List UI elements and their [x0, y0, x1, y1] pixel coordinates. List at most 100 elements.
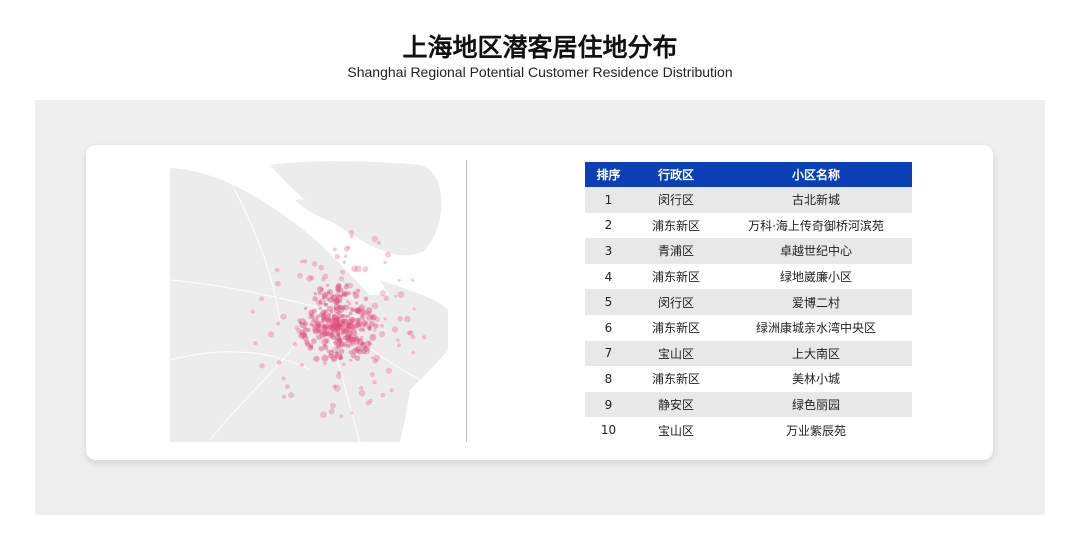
customer-dot	[304, 339, 310, 345]
customer-dot	[330, 321, 336, 328]
customer-dot	[346, 324, 352, 330]
customer-dot	[331, 325, 339, 333]
customer-dot	[331, 316, 336, 320]
customer-dot	[352, 328, 357, 334]
customer-dot	[330, 294, 338, 302]
customer-dot	[333, 307, 341, 314]
customer-dot	[350, 353, 357, 359]
customer-dot	[334, 351, 340, 356]
table-row: 7 宝山区 上大南区	[585, 340, 912, 367]
table-row: 10 宝山区 万业紫辰苑	[585, 417, 912, 443]
customer-dot	[334, 297, 340, 303]
customer-dot	[341, 328, 345, 333]
customer-dot	[338, 325, 343, 329]
customer-dot	[321, 324, 327, 329]
customer-dot	[303, 332, 307, 336]
customer-dot	[354, 265, 362, 273]
customer-dot	[320, 324, 328, 332]
customer-dot	[349, 330, 354, 335]
customer-dot	[334, 306, 338, 310]
cell-community: 万科·海上传奇御桥河滨苑	[748, 218, 884, 233]
customer-dot	[327, 324, 332, 330]
customer-dot	[309, 312, 315, 318]
customer-dot	[306, 275, 313, 282]
customer-dot	[344, 318, 348, 323]
customer-dot	[322, 324, 329, 332]
customer-dot	[339, 414, 344, 419]
customer-dot	[309, 275, 315, 281]
customer-dot	[336, 310, 341, 316]
customer-dot	[281, 394, 287, 399]
customer-dot	[342, 304, 350, 311]
customer-dot	[323, 344, 329, 351]
customer-dot	[367, 341, 372, 346]
customer-dot	[342, 341, 348, 348]
customer-dot	[339, 341, 345, 348]
customer-dot	[355, 317, 360, 322]
cell-community: 绿色丽园	[720, 391, 912, 418]
customer-dot	[313, 292, 317, 296]
customer-dot	[326, 349, 331, 354]
customer-dot	[353, 346, 359, 352]
customer-dot	[335, 287, 341, 293]
customer-dot	[338, 276, 345, 282]
customer-dot	[347, 327, 353, 333]
customer-dot	[340, 318, 346, 324]
customer-dot	[379, 323, 385, 328]
customer-dot	[410, 278, 415, 282]
customer-dot	[348, 229, 355, 236]
customer-dot	[366, 314, 373, 321]
customer-dot	[299, 259, 304, 264]
customer-dot	[370, 356, 375, 360]
customer-dot	[330, 335, 337, 341]
customer-dot	[336, 322, 341, 328]
customer-dot	[350, 411, 354, 415]
customer-dot	[383, 295, 389, 301]
customer-dot	[343, 254, 348, 259]
customer-dot	[345, 343, 351, 349]
customer-dot	[355, 319, 363, 327]
customer-dot	[253, 341, 258, 346]
customer-dot	[316, 329, 322, 334]
cell-rank: 3	[585, 238, 632, 264]
customer-dot	[352, 334, 358, 340]
customer-dot	[338, 304, 343, 310]
customer-dot	[370, 315, 375, 320]
customer-dot	[343, 327, 349, 333]
customer-dot	[330, 323, 337, 331]
customer-dot	[351, 265, 358, 272]
customer-dot	[336, 333, 341, 337]
customer-dot	[259, 363, 265, 369]
customer-dot	[325, 317, 331, 323]
customer-dot	[336, 344, 342, 350]
cell-community: 美林小城	[791, 372, 840, 387]
customer-dot	[340, 314, 345, 318]
customer-dot	[397, 278, 401, 283]
customer-dot	[379, 290, 387, 297]
customer-dot	[326, 313, 331, 319]
customer-dot	[363, 348, 370, 355]
customer-dot	[344, 332, 350, 337]
customer-dot	[309, 322, 314, 327]
table-row: 4 浦东新区 绿地崴廉小区	[585, 264, 912, 290]
customer-dot	[311, 261, 318, 267]
customer-dot	[357, 307, 362, 313]
customer-dot	[336, 294, 343, 301]
customer-dot	[321, 296, 325, 300]
customer-dot	[356, 338, 362, 343]
customer-dot	[315, 322, 321, 329]
customer-dot	[331, 323, 336, 328]
customer-dot	[350, 339, 357, 347]
customer-dot	[331, 327, 338, 334]
customer-dot	[347, 314, 351, 318]
customer-dot	[397, 343, 401, 348]
customer-dot	[318, 306, 322, 310]
customer-dot	[333, 340, 338, 346]
cell-rank: 4	[604, 269, 613, 284]
cell-community: 上大南区	[720, 340, 912, 367]
customer-dot	[284, 384, 290, 390]
customer-dot	[360, 316, 366, 321]
customer-dot	[332, 317, 340, 325]
customer-dot	[323, 322, 329, 329]
community-ranking-table: 排序 行政区 小区名称 1 闵行区 古北新城 2 浦东新区 万科·海上传奇御桥河滨苑 3 青浦…	[585, 162, 912, 443]
